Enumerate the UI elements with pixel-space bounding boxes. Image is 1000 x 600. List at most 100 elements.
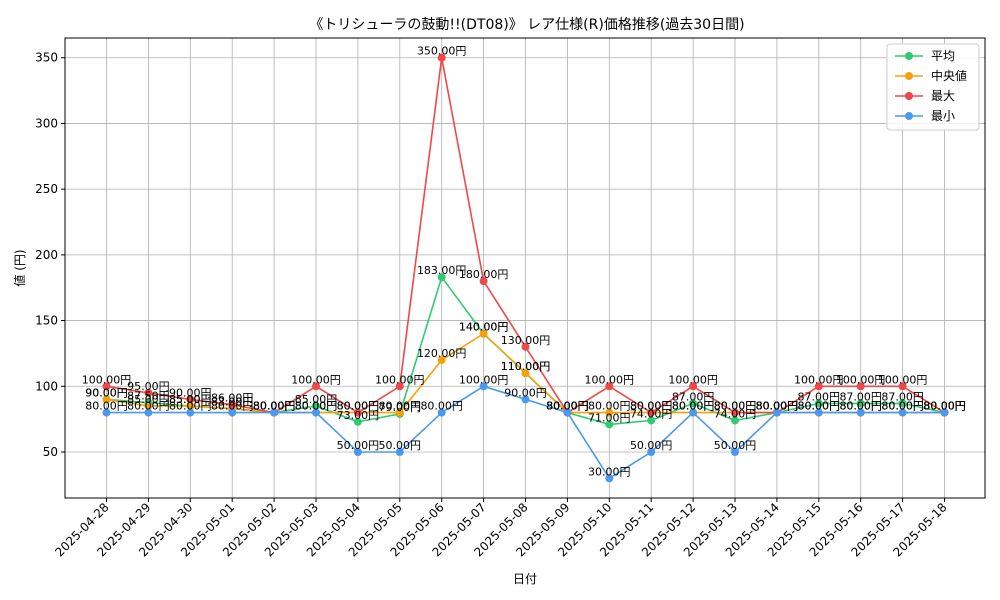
legend-label: 最大 <box>931 89 955 103</box>
data-point <box>353 417 362 426</box>
data-label: 80.00円 <box>295 400 338 413</box>
data-label: 100.00円 <box>291 373 341 386</box>
data-label: 80.00円 <box>546 400 589 413</box>
data-point <box>312 382 320 391</box>
data-point <box>689 408 698 417</box>
data-label: 83.00円 <box>211 396 254 409</box>
data-label: 80.00円 <box>672 400 715 413</box>
data-point <box>479 382 488 391</box>
grid <box>65 38 985 498</box>
y-tick-label: 250 <box>35 182 58 196</box>
legend-swatch-marker <box>905 52 913 60</box>
y-tick-label: 350 <box>35 51 58 65</box>
data-label: 85.00円 <box>127 393 170 406</box>
data-label: 110.00円 <box>501 360 551 373</box>
series-group <box>102 53 949 483</box>
data-point <box>437 53 446 62</box>
data-label: 80.00円 <box>546 400 589 413</box>
data-label: 80.00円 <box>337 400 380 413</box>
y-tick-label: 50 <box>43 445 58 459</box>
x-axis: 2025-04-282025-04-292025-04-302025-05-01… <box>52 498 950 559</box>
data-label: 80.00円 <box>756 400 799 413</box>
y-tick-label: 150 <box>35 314 58 328</box>
data-label: 80.00円 <box>630 400 673 413</box>
data-label: 85.00円 <box>295 393 338 406</box>
data-label: 80.00円 <box>85 400 128 413</box>
data-label: 74.00円 <box>630 407 673 420</box>
data-point <box>898 399 907 408</box>
data-point <box>353 448 362 456</box>
data-point <box>563 408 572 417</box>
data-point <box>312 402 320 410</box>
data-point <box>814 399 823 408</box>
data-point <box>814 382 823 391</box>
legend-swatch-marker <box>905 72 913 80</box>
data-label: 80.00円 <box>714 400 757 413</box>
plot-area-frame <box>64 37 986 499</box>
data-label: 80.00円 <box>295 400 338 413</box>
data-label: 100.00円 <box>459 373 509 386</box>
data-label: 87.50円 <box>127 390 170 403</box>
data-label: 80.00円 <box>881 400 924 413</box>
series-2 <box>102 53 949 417</box>
data-label: 80.00円 <box>714 400 757 413</box>
data-point <box>186 408 195 417</box>
data-label: 100.00円 <box>375 373 425 386</box>
y-axis: 50 100 150 200 250 300 350 <box>35 51 65 459</box>
data-label: 120.00円 <box>417 347 467 360</box>
data-label: 80.00円 <box>756 400 799 413</box>
data-point <box>521 395 530 404</box>
data-labels: 90.00円 87.50円 85.00円 83.00円 80.00円85.00円73.0… <box>82 45 966 479</box>
y-tick-label: 100 <box>35 379 58 393</box>
data-point <box>940 408 949 417</box>
series-3 <box>102 382 949 483</box>
data-label: 80.00円 <box>420 400 463 413</box>
data-label: 83.00円 <box>211 396 254 409</box>
data-point <box>270 408 279 417</box>
data-label: 90.00円 <box>85 386 128 399</box>
data-point <box>731 416 739 425</box>
data-label: 90.00円 <box>85 386 128 399</box>
data-point <box>144 388 153 397</box>
data-label: 80.00円 <box>923 400 966 413</box>
data-point <box>437 408 446 417</box>
data-point <box>521 369 530 378</box>
data-point <box>856 382 865 391</box>
data-label: 71.00円 <box>588 411 631 424</box>
data-point <box>102 408 111 417</box>
data-label: 80.00円 <box>756 400 799 413</box>
data-label: 85.00円 <box>169 393 212 406</box>
data-point <box>605 420 614 429</box>
data-label: 100.00円 <box>794 373 844 386</box>
data-label: 80.00円 <box>923 400 966 413</box>
legend-item: 最小 <box>895 109 955 123</box>
data-point <box>186 402 195 410</box>
data-point <box>772 408 781 417</box>
data-label: 130.00円 <box>501 334 551 347</box>
data-point <box>898 408 907 417</box>
data-label: 80.00円 <box>253 400 296 413</box>
legend-label: 最小 <box>931 109 955 123</box>
data-point <box>102 395 111 404</box>
data-point <box>228 400 237 409</box>
data-label: 90.00円 <box>504 386 547 399</box>
data-label: 85.00円 <box>169 393 212 406</box>
data-point <box>814 408 823 417</box>
data-label: 80.00円 <box>839 400 882 413</box>
data-point <box>479 329 488 338</box>
y-tick-label: 200 <box>35 248 58 262</box>
data-label: 140.00円 <box>459 321 509 334</box>
data-point <box>102 382 111 391</box>
data-label: 87.00円 <box>881 390 924 403</box>
data-label: 74.00円 <box>714 407 757 420</box>
data-label: 100.00円 <box>82 373 132 386</box>
data-label: 80.00円 <box>672 400 715 413</box>
data-point <box>647 416 656 425</box>
data-point <box>521 342 530 351</box>
legend-box <box>886 43 980 131</box>
legend-swatch-marker <box>905 112 913 120</box>
data-label: 87.00円 <box>672 390 715 403</box>
data-point <box>479 277 488 286</box>
data-point <box>353 408 362 417</box>
